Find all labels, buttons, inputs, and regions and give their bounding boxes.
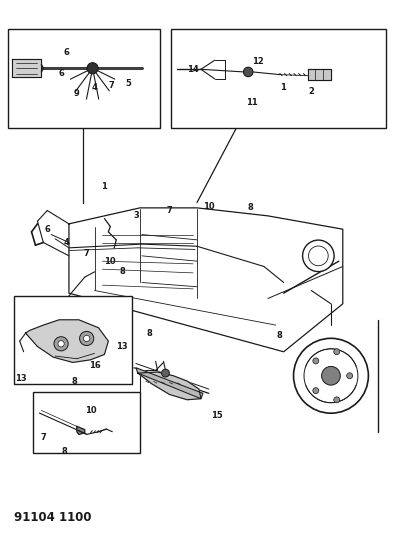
Text: 7: 7	[41, 433, 46, 441]
Circle shape	[80, 332, 94, 345]
Text: 13: 13	[15, 374, 27, 383]
Text: 6: 6	[58, 69, 64, 78]
Text: 1: 1	[280, 84, 286, 92]
Text: 9: 9	[74, 89, 80, 98]
Circle shape	[162, 369, 169, 377]
Text: 3: 3	[133, 212, 139, 220]
Polygon shape	[136, 368, 203, 399]
Text: 11: 11	[246, 98, 258, 107]
Circle shape	[58, 341, 64, 347]
Text: 8: 8	[72, 377, 78, 385]
Circle shape	[334, 349, 340, 354]
Text: 8: 8	[277, 332, 282, 340]
Bar	[8, 29, 160, 128]
Text: 8: 8	[119, 268, 125, 276]
Text: 8: 8	[61, 448, 67, 456]
Text: 6: 6	[45, 225, 50, 233]
Text: 2: 2	[309, 87, 314, 96]
Text: 8: 8	[147, 329, 152, 337]
Text: 16: 16	[89, 361, 100, 369]
Circle shape	[347, 373, 353, 379]
Circle shape	[54, 337, 68, 351]
Text: 12: 12	[252, 57, 264, 66]
Text: 6: 6	[63, 48, 69, 56]
Text: 15: 15	[211, 411, 223, 420]
Polygon shape	[138, 372, 201, 400]
Text: 91104 1100: 91104 1100	[14, 511, 91, 523]
Circle shape	[313, 387, 319, 394]
Text: 10: 10	[85, 406, 97, 415]
Circle shape	[304, 349, 358, 403]
Circle shape	[334, 397, 340, 403]
Bar	[14, 296, 132, 384]
Circle shape	[322, 366, 340, 385]
Polygon shape	[308, 69, 331, 80]
Circle shape	[303, 240, 334, 272]
Polygon shape	[77, 426, 85, 434]
Text: 4: 4	[92, 84, 97, 92]
Text: 13: 13	[116, 342, 128, 351]
Circle shape	[313, 358, 319, 364]
Text: 7: 7	[84, 249, 89, 257]
Circle shape	[87, 63, 98, 74]
Polygon shape	[12, 59, 41, 77]
Text: 5: 5	[125, 79, 131, 88]
Circle shape	[294, 338, 368, 413]
Circle shape	[309, 246, 328, 265]
Polygon shape	[26, 320, 108, 362]
Text: 14: 14	[187, 65, 199, 74]
Text: 10: 10	[104, 257, 116, 265]
Circle shape	[84, 335, 90, 342]
Bar	[33, 392, 140, 453]
Text: 7: 7	[109, 81, 114, 90]
Bar	[171, 29, 386, 128]
Text: 7: 7	[167, 206, 172, 215]
Text: 4: 4	[64, 238, 70, 247]
Text: 10: 10	[203, 203, 215, 211]
Text: 8: 8	[247, 204, 253, 212]
Circle shape	[243, 67, 253, 77]
Text: 1: 1	[102, 182, 107, 191]
